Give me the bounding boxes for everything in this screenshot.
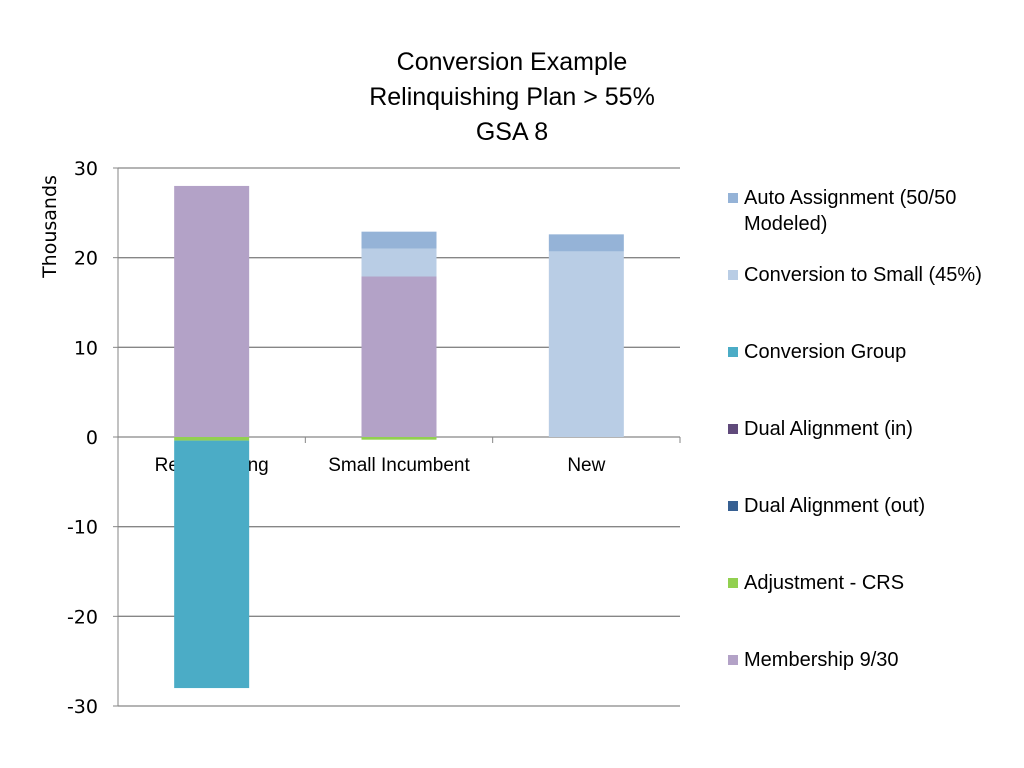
y-tick-label: 20 [74,248,98,270]
legend-item: Conversion Group [728,339,906,365]
bar-segment [361,248,437,277]
y-tick-label: -30 [67,696,98,718]
y-tick-label: 30 [74,158,98,180]
legend-item: Conversion to Small (45%) [728,262,982,288]
legend-item: Dual Alignment (out) [728,493,925,519]
bar-segment [548,234,624,252]
legend-swatch [728,270,738,280]
legend-item: Adjustment - CRS [728,570,904,596]
y-tick-label: -10 [67,517,98,539]
chart-title: Conversion Example Relinquishing Plan > … [300,45,724,150]
x-tick-label: New [567,455,605,476]
y-tick-label: 0 [86,427,98,449]
bar-segment [361,276,437,437]
y-tick-label: 10 [74,337,98,359]
legend-label: Auto Assignment (50/50 Modeled) [744,187,957,235]
bar-segment [174,440,250,689]
bar-segment [548,251,624,437]
legend-item: Auto Assignment (50/50 Modeled) [728,185,1018,237]
bar-segment [361,231,437,249]
bar-segment [174,437,250,441]
legend-label: Dual Alignment (out) [744,495,926,517]
legend-swatch [728,424,738,434]
title-line-2: Relinquishing Plan > 55% [369,83,655,111]
legend-item: Dual Alignment (in) [728,416,913,442]
y-tick-label: -20 [67,606,98,628]
legend-swatch [728,578,738,588]
title-line-3: GSA 8 [475,118,549,146]
bar-segment [174,185,250,437]
title-line-1: Conversion Example [396,48,628,76]
x-tick-label: Small Incumbent [328,455,470,476]
bar-segment [361,437,437,440]
legend-swatch [728,501,738,511]
legend-label: Conversion Group [744,341,907,363]
legend-swatch [728,193,738,203]
legend-swatch [728,655,738,665]
legend-swatch [728,347,738,357]
legend-label: Membership 9/30 [744,649,899,671]
legend-label: Conversion to Small (45%) [744,264,982,286]
legend-item: Membership 9/30 [728,647,899,673]
legend-label: Adjustment - CRS [744,572,905,594]
legend-label: Dual Alignment (in) [744,418,913,440]
y-axis-label: Thousands [39,175,61,279]
